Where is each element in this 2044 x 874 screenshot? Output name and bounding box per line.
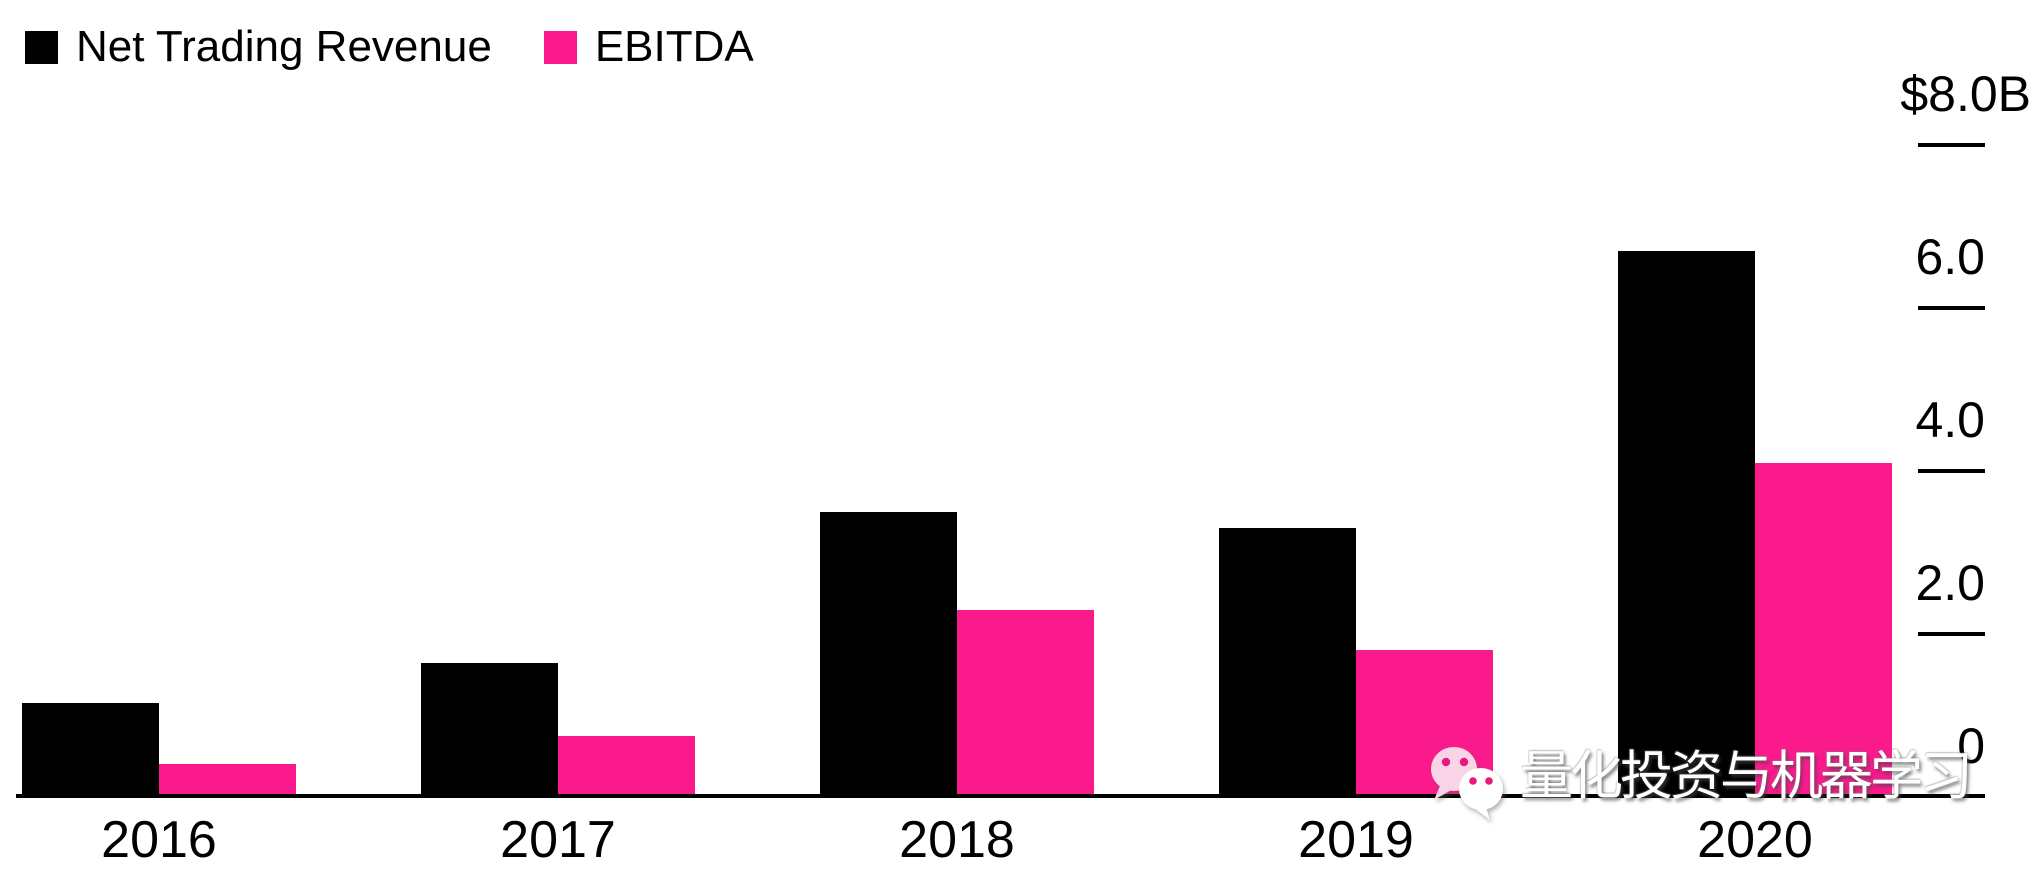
y-tick-line-4 — [1918, 469, 1985, 473]
bar-ebitda-2020 — [1755, 463, 1892, 797]
legend-swatch-ebitda-icon — [543, 30, 577, 64]
legend-item-net-trading-revenue: Net Trading Revenue — [25, 25, 492, 69]
x-tick-label-2018: 2018 — [899, 811, 1015, 869]
x-axis-line — [16, 794, 1985, 798]
y-tick-label-2: 2.0 — [1915, 555, 1985, 611]
bar-net-trading-revenue-2017 — [421, 663, 558, 797]
bar-ebitda-2019 — [1356, 650, 1493, 797]
legend-swatch-net-trading-revenue-icon — [25, 30, 58, 64]
bar-net-trading-revenue-2018 — [820, 512, 957, 797]
bar-ebitda-2018 — [957, 610, 1094, 797]
y-tick-label-4: 4.0 — [1915, 392, 1985, 448]
x-tick-label-2019: 2019 — [1298, 811, 1414, 869]
y-tick-label-6: 6.0 — [1915, 229, 1985, 285]
y-tick-line-8 — [1918, 143, 1985, 147]
bar-net-trading-revenue-2016 — [22, 703, 159, 797]
x-tick-label-2017: 2017 — [500, 811, 616, 869]
legend-item-ebitda: EBITDA — [543, 22, 754, 71]
x-tick-label-2016: 2016 — [101, 811, 217, 869]
y-tick-label-0: 0 — [1957, 718, 1985, 774]
legend-label-net-trading-revenue: Net Trading Revenue — [76, 22, 492, 71]
bar-ebitda-2016 — [159, 764, 296, 797]
chart-legend: Net Trading Revenue EBITDA — [25, 25, 754, 69]
bar-net-trading-revenue-2020 — [1618, 251, 1755, 797]
legend-label-ebitda: EBITDA — [594, 22, 754, 71]
x-tick-label-2020: 2020 — [1697, 811, 1813, 869]
bar-ebitda-2017 — [558, 736, 695, 797]
y-tick-label-8: $8.0B — [1900, 66, 2031, 122]
y-tick-line-6 — [1918, 306, 1985, 310]
bar-net-trading-revenue-2019 — [1219, 528, 1356, 797]
y-tick-line-2 — [1918, 632, 1985, 636]
